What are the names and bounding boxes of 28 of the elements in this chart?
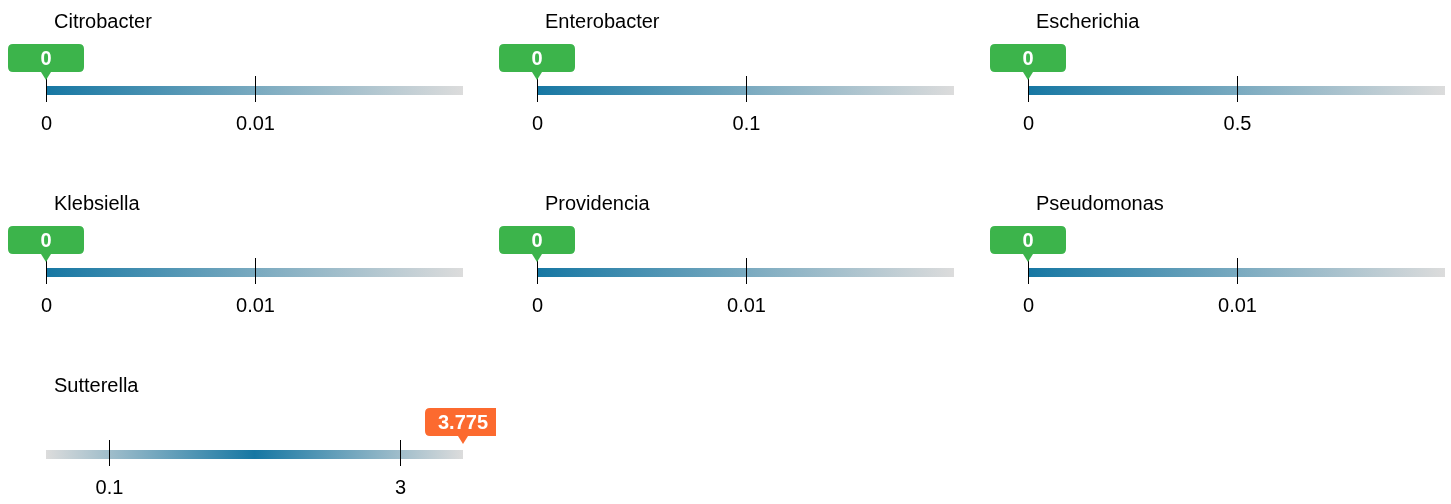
text: 0 bbox=[40, 111, 53, 134]
text: Pseudomonas bbox=[1036, 192, 1164, 215]
text: 0.5 bbox=[1223, 111, 1252, 134]
text: 0.1 bbox=[732, 111, 761, 134]
data-label: 0 bbox=[1022, 46, 1034, 69]
text: 0.01 bbox=[236, 111, 275, 134]
text: 0 bbox=[1022, 111, 1035, 134]
data-label: 0 bbox=[1022, 228, 1034, 251]
text: 0.1 bbox=[95, 475, 124, 498]
data-label: 0 bbox=[531, 228, 543, 251]
text: 0 bbox=[40, 293, 53, 316]
text: 3 bbox=[394, 475, 407, 498]
text: 0.01 bbox=[727, 293, 766, 316]
text: Enterobacter bbox=[545, 10, 660, 33]
text: 0 bbox=[531, 111, 544, 134]
text: 0.01 bbox=[1218, 293, 1257, 316]
data-label: 0 bbox=[40, 46, 52, 69]
data-label: 0 bbox=[531, 46, 543, 69]
text: 0.01 bbox=[236, 293, 275, 316]
text: Providencia bbox=[545, 192, 650, 215]
data-label: 3.775 bbox=[437, 410, 489, 433]
text: Escherichia bbox=[1036, 10, 1140, 33]
text: Citrobacter bbox=[54, 10, 152, 33]
text: Klebsiella bbox=[54, 192, 140, 215]
text: 0 bbox=[531, 293, 544, 316]
text: 0 bbox=[1022, 293, 1035, 316]
data-label: 0 bbox=[40, 228, 52, 251]
text: Sutterella bbox=[54, 374, 139, 397]
